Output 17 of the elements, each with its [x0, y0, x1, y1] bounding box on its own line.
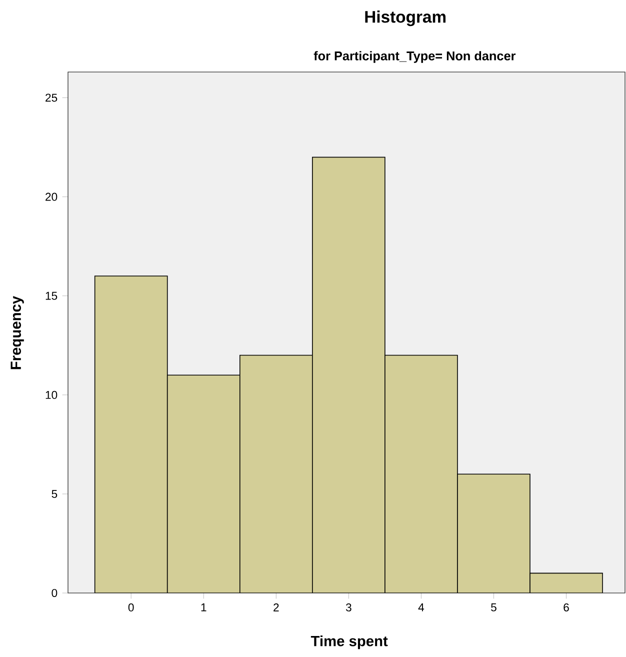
y-tick-label: 0 — [52, 588, 58, 598]
y-tick-label: 10 — [46, 390, 58, 399]
x-tick-label: 4 — [418, 603, 424, 612]
y-axis-title: Frequency — [10, 296, 24, 370]
y-tick-label: 20 — [46, 192, 58, 201]
y-tick-label: 25 — [46, 94, 58, 102]
y-tick-label: 5 — [52, 490, 58, 498]
x-tick-label: 5 — [491, 603, 496, 612]
x-tick-label: 6 — [564, 603, 569, 612]
x-tick-label: 1 — [201, 603, 206, 612]
x-tick-label: 0 — [128, 603, 134, 612]
chart-title: Histogram — [365, 10, 446, 26]
x-tick-label: 3 — [346, 603, 352, 612]
chart-subtitle: for Participant_Type= Non dancer — [314, 51, 516, 63]
x-axis-title: Time spent — [310, 636, 388, 650]
y-tick-label: 15 — [46, 292, 58, 300]
x-tick-label: 2 — [274, 603, 279, 612]
